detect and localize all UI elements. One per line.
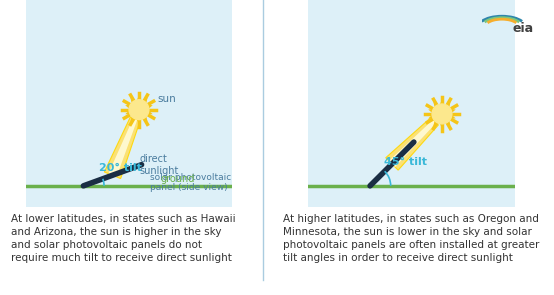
FancyBboxPatch shape [308,0,515,206]
Text: At lower latitudes, in states such as Hawaii
and Arizona, the sun is higher in t: At lower latitudes, in states such as Ha… [11,214,235,263]
Text: direct
sunlight: direct sunlight [139,154,179,176]
Polygon shape [104,117,140,178]
Circle shape [129,100,149,119]
Text: At higher latitudes, in states such as Oregon and
Minnesota, the sun is lower in: At higher latitudes, in states such as O… [283,214,539,263]
Polygon shape [389,120,436,167]
FancyBboxPatch shape [25,0,232,206]
Text: 20° tilt: 20° tilt [99,163,142,173]
Text: 45° tilt: 45° tilt [384,157,427,167]
Polygon shape [386,117,438,170]
Text: sun: sun [157,94,176,104]
Text: solar photovoltaic
panel (side view): solar photovoltaic panel (side view) [150,173,231,192]
Circle shape [432,104,452,124]
Polygon shape [109,118,137,177]
Text: eia: eia [512,22,534,35]
Text: ground: ground [161,174,195,184]
Polygon shape [428,99,456,128]
Polygon shape [125,95,153,124]
